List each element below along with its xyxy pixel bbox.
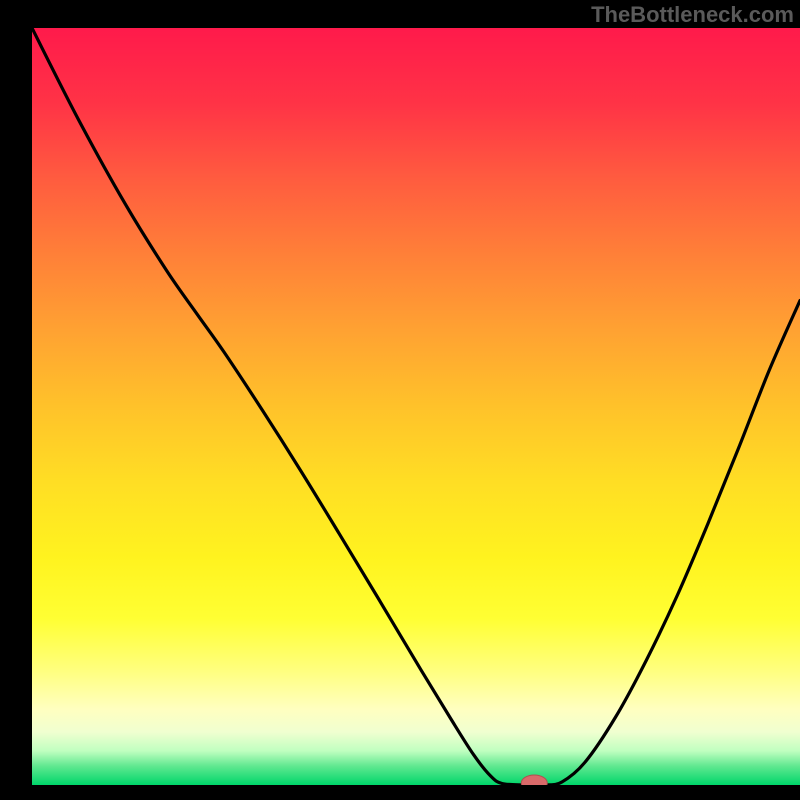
bottom-border — [0, 785, 800, 800]
left-border — [0, 0, 32, 800]
gradient-background — [32, 28, 800, 785]
watermark-text: TheBottleneck.com — [591, 2, 794, 28]
bottleneck-chart — [0, 0, 800, 800]
